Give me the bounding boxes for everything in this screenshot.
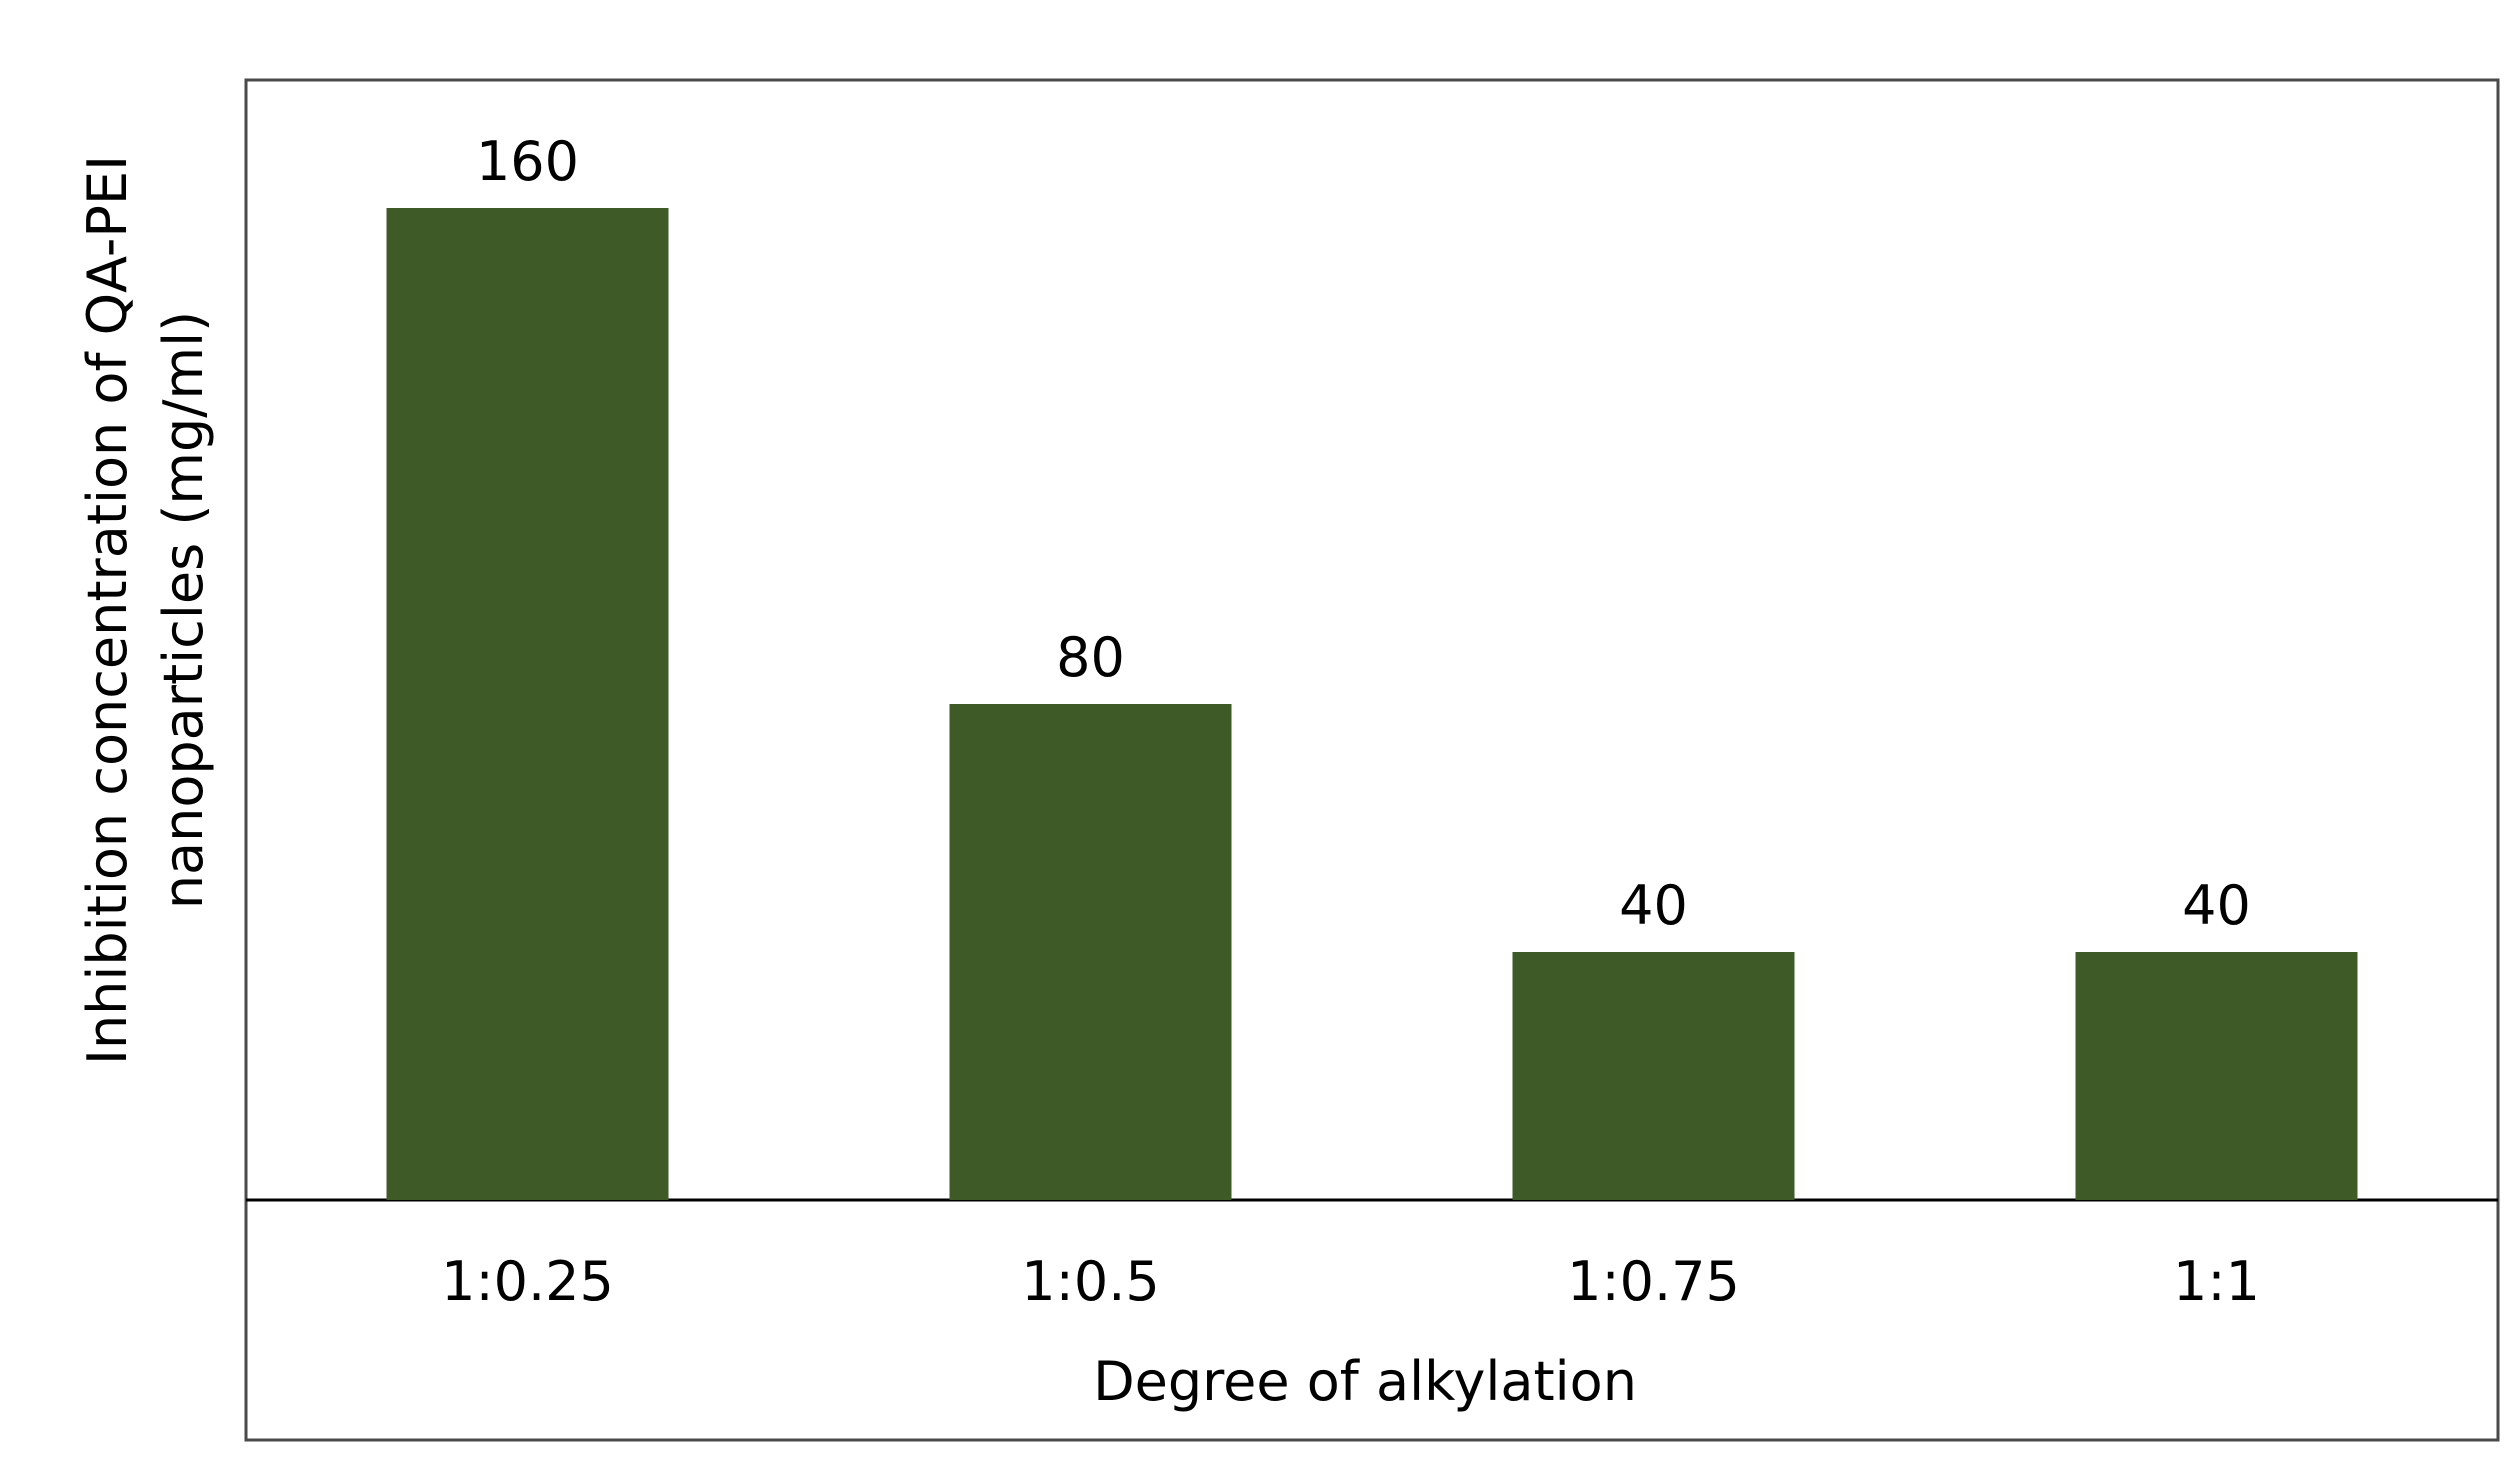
plot-frame <box>244 78 2500 1442</box>
data-label-0: 160 <box>476 130 579 193</box>
bar-0 <box>386 208 669 1200</box>
y-axis-title-line-1: Inhibition concentration of QA-PEI <box>76 155 139 1065</box>
bar-3 <box>2075 952 2358 1200</box>
data-label-1: 80 <box>1056 626 1125 689</box>
x-tick-label-2: 1:0.75 <box>1567 1250 1740 1313</box>
data-label-2: 40 <box>1619 874 1688 937</box>
data-label-3: 40 <box>2182 874 2251 937</box>
data-labels-group: 160 80 40 40 <box>476 130 2251 937</box>
x-tick-labels-group: 1:0.25 1:0.5 1:0.75 1:1 <box>441 1250 2260 1313</box>
y-axis-title: Inhibition concentration of QA-PEI nanop… <box>76 155 215 1065</box>
bars-group <box>386 208 2358 1200</box>
bar-2 <box>1512 952 1795 1200</box>
x-tick-label-0: 1:0.25 <box>441 1250 614 1313</box>
x-tick-label-3: 1:1 <box>2173 1250 2260 1313</box>
bar-1 <box>949 704 1232 1200</box>
x-axis-title: Degree of alkylation <box>1093 1350 1637 1413</box>
y-axis-title-line-2: nanoparticles (mg/ml) <box>152 311 215 909</box>
x-tick-label-1: 1:0.5 <box>1021 1250 1159 1313</box>
